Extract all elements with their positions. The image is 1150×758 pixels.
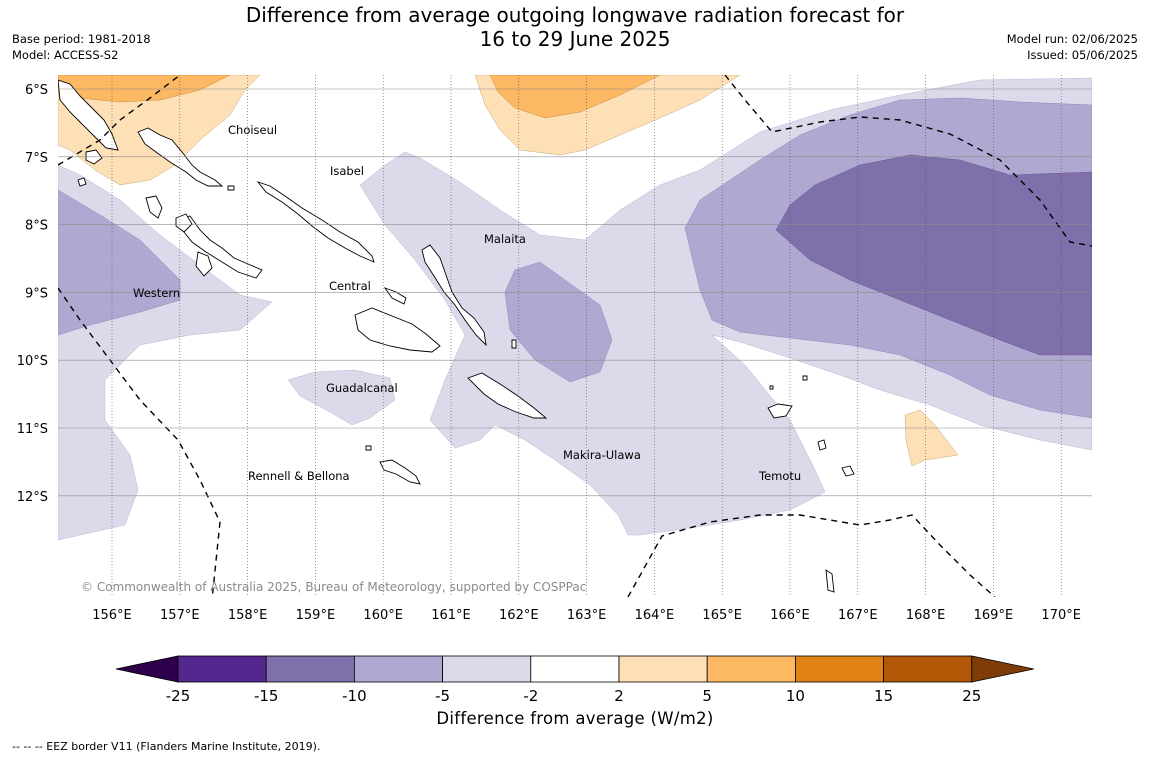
colorbar-tick-label: -25 — [166, 687, 191, 705]
region-labels: Choiseul Isabel Malaita Western Central … — [133, 123, 801, 483]
region-label-rennell-bellona: Rennell & Bellona — [248, 469, 350, 483]
colorbar-segment — [883, 655, 973, 683]
colorbar-segment — [706, 655, 796, 683]
longitude-label: 165°E — [702, 608, 742, 623]
copyright-notice: © Commonwealth of Australia 2025, Bureau… — [81, 580, 587, 594]
longitude-label: 161°E — [431, 608, 471, 623]
contour-minus10-to-minus15 — [775, 154, 1092, 356]
colorbar-title: Difference from average (W/m2) — [436, 709, 714, 728]
longitude-label: 166°E — [770, 608, 810, 623]
model-name: Model: ACCESS-S2 — [12, 48, 119, 62]
colorbar-segment — [795, 655, 885, 683]
colorbar-over-arrow — [971, 655, 1034, 683]
contour-5-to-10-north-2 — [489, 75, 661, 119]
colorbar-tick-label: 10 — [786, 687, 805, 705]
latitude-label: 6°S — [25, 83, 48, 98]
graticule — [58, 75, 1092, 597]
latitude-label: 12°S — [17, 490, 48, 505]
longitude-label: 156°E — [92, 608, 132, 623]
colorbar-segment — [442, 655, 532, 683]
longitude-label: 160°E — [363, 608, 403, 623]
eez-border — [58, 75, 1092, 597]
region-label-temotu: Temotu — [758, 469, 801, 483]
metadata-left: Base period: 1981-2018 Model: ACCESS-S2 — [12, 31, 151, 63]
latitude-label: 10°S — [17, 354, 48, 369]
issued-date: Issued: 05/06/2025 — [1027, 48, 1138, 62]
longitude-label: 168°E — [906, 608, 946, 623]
longitude-label: 159°E — [296, 608, 336, 623]
colorbar-tick-label: -5 — [435, 687, 450, 705]
longitude-label: 157°E — [160, 608, 200, 623]
latitude-label: 11°S — [17, 422, 48, 437]
map-title: Difference from average outgoing longwav… — [0, 3, 1150, 51]
colorbar-tick-label: 25 — [962, 687, 981, 705]
colorbar-tick-label: 5 — [702, 687, 712, 705]
colorbar-tick-label: -2 — [523, 687, 538, 705]
metadata-right: Model run: 02/06/2025 Issued: 05/06/2025 — [1007, 31, 1138, 63]
region-label-western: Western — [133, 286, 180, 300]
colorbar-segment — [177, 655, 267, 683]
longitude-label: 170°E — [1041, 608, 1081, 623]
base-period: Base period: 1981-2018 — [12, 32, 151, 46]
colorbar-segment — [530, 655, 620, 683]
latitude-labels: 6°S 7°S 8°S 9°S 10°S 11°S 12°S — [17, 83, 48, 505]
colorbar-tick-label: 15 — [874, 687, 893, 705]
contour-minus2-to-minus5-south — [287, 369, 396, 426]
longitude-label: 167°E — [838, 608, 878, 623]
longitude-label: 169°E — [974, 608, 1014, 623]
latitude-label: 7°S — [25, 151, 48, 166]
longitude-label: 162°E — [499, 608, 539, 623]
colorbar-tick-label: -15 — [254, 687, 279, 705]
longitude-label: 158°E — [228, 608, 268, 623]
colorbar-segment — [353, 655, 443, 683]
anomaly-field — [58, 75, 1092, 597]
region-label-malaita: Malaita — [484, 232, 526, 246]
latitude-label: 9°S — [25, 286, 48, 301]
longitude-label: 163°E — [567, 608, 607, 623]
region-label-isabel: Isabel — [330, 164, 364, 178]
colorbar-under-arrow — [115, 655, 179, 683]
region-label-guadalcanal: Guadalcanal — [326, 381, 398, 395]
region-label-central: Central — [329, 279, 371, 293]
title-line-2: 16 to 29 June 2025 — [479, 27, 671, 51]
colorbar-tick-label: -10 — [342, 687, 367, 705]
region-label-choiseul: Choiseul — [228, 123, 277, 137]
title-line-1: Difference from average outgoing longwav… — [245, 3, 905, 27]
latitude-label: 8°S — [25, 219, 48, 234]
contour-minus5-to-minus10-centre — [504, 261, 613, 383]
colorbar-segment — [618, 655, 708, 683]
colorbar-tick-label: 2 — [614, 687, 624, 705]
colorbar: -25 -15 -10 -5 -2 2 5 10 15 25 — [115, 655, 1034, 705]
eez-legend-note: -- -- -- EEZ border V11 (Flanders Marine… — [12, 740, 321, 753]
region-label-makira-ulawa: Makira-Ulawa — [563, 448, 641, 462]
longitude-labels: 156°E 157°E 158°E 159°E 160°E 161°E 162°E 163°E… — [92, 608, 1081, 623]
colorbar-segment — [265, 655, 355, 683]
contour-2-to-5-east — [904, 409, 959, 467]
longitude-label: 164°E — [635, 608, 675, 623]
model-run: Model run: 02/06/2025 — [1006, 32, 1138, 46]
